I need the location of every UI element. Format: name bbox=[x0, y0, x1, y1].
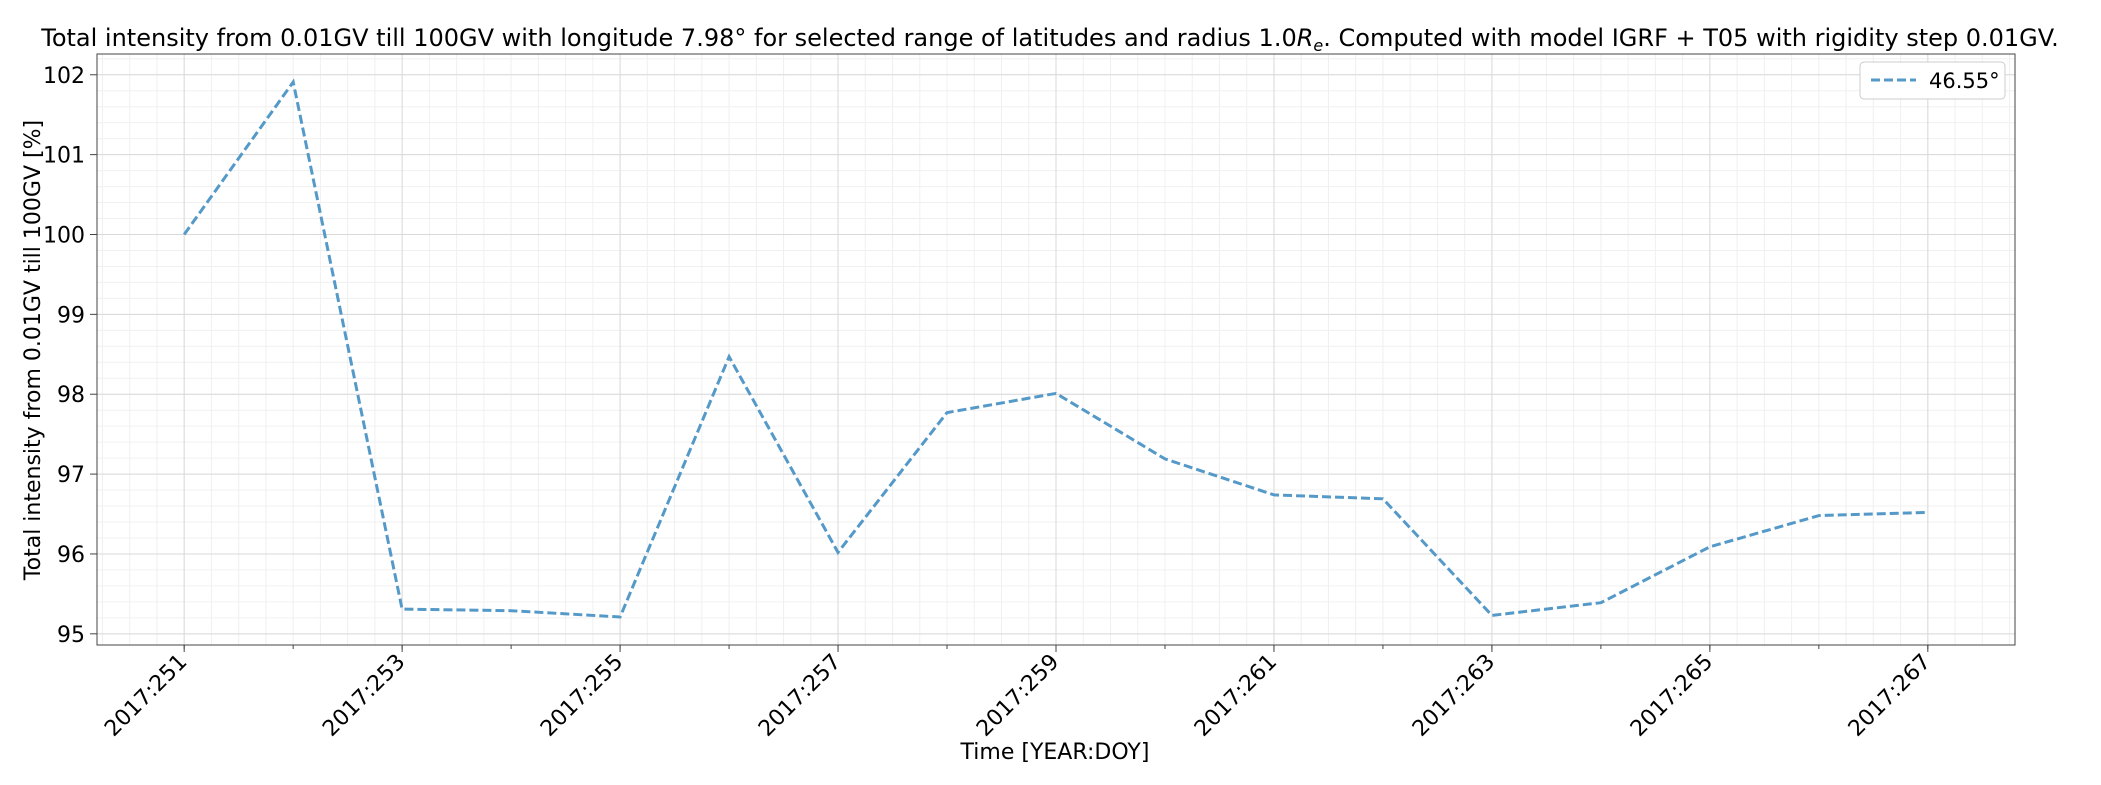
y-tick-label: 101 bbox=[43, 144, 85, 169]
y-tick-label: 96 bbox=[57, 543, 85, 568]
y-tick-label: 98 bbox=[57, 383, 85, 408]
x-tick-label: 2017:267 bbox=[1844, 650, 1936, 742]
x-tick-label: 2017:255 bbox=[536, 650, 628, 742]
y-tick-label: 100 bbox=[43, 223, 85, 248]
legend-label: 46.55° bbox=[1929, 69, 2000, 93]
legend: 46.55° bbox=[1859, 61, 2006, 100]
legend-box bbox=[1859, 61, 2006, 100]
y-tick-label: 102 bbox=[43, 64, 85, 89]
y-tick-label: 97 bbox=[57, 463, 85, 488]
x-tick-label: 2017:257 bbox=[754, 650, 846, 742]
chart-title: Total intensity from 0.01GV till 100GV w… bbox=[40, 24, 2058, 55]
x-tick-label: 2017:261 bbox=[1190, 650, 1282, 742]
x-tick-label: 2017:263 bbox=[1408, 650, 1500, 742]
y-tick-label: 95 bbox=[57, 623, 85, 648]
x-axis-ticks: 2017:251 2017:253 2017:255 2017:257 2017:259… bbox=[100, 645, 1936, 742]
y-axis-label: Total intensity from 0.01GV till 100GV [… bbox=[21, 120, 46, 581]
x-tick-label: 2017:259 bbox=[972, 650, 1064, 742]
series-layer bbox=[182, 78, 1928, 619]
x-tick-label: 2017:251 bbox=[100, 650, 192, 742]
x-tick-label: 2017:265 bbox=[1626, 650, 1718, 742]
x-axis-label: Time [YEAR:DOY] bbox=[960, 740, 1150, 765]
x-tick-label: 2017:253 bbox=[318, 650, 410, 742]
y-axis-ticks: 95 96 97 98 99 100 101 102 bbox=[43, 64, 97, 648]
y-tick-label: 99 bbox=[57, 303, 85, 328]
series-line-0 bbox=[182, 78, 1928, 619]
